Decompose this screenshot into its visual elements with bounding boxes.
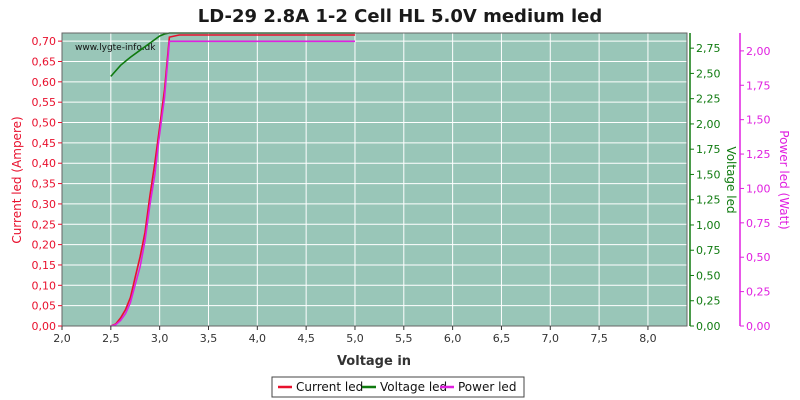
x-tick-label: 3,5 [200, 332, 218, 345]
voltage-tick-label: 1,50 [696, 168, 721, 181]
current-tick-label: 0,40 [32, 157, 57, 170]
voltage-tick-label: 2,75 [696, 42, 721, 55]
power-tick-label: 1,50 [746, 114, 771, 127]
legend-label: Power led [458, 380, 516, 394]
current-tick-label: 0,50 [32, 117, 57, 130]
x-tick-label: 8,0 [639, 332, 657, 345]
current-tick-label: 0,00 [32, 320, 57, 333]
watermark: www.lygte-info.dk [75, 43, 156, 53]
x-axis-label: Voltage in [337, 354, 411, 369]
power-tick-label: 0,75 [746, 217, 771, 230]
x-tick-label: 5,0 [346, 332, 364, 345]
current-tick-label: 0,65 [32, 55, 57, 68]
legend-box [271, 376, 525, 398]
current-axis-label: Current led (Ampere) [10, 116, 24, 243]
voltage-tick-label: 0,75 [696, 244, 721, 257]
current-tick-label: 0,60 [32, 76, 57, 89]
current-tick-label: 0,35 [32, 178, 57, 191]
current-tick-label: 0,20 [32, 239, 57, 252]
current-tick-label: 0,30 [32, 198, 57, 211]
voltage-tick-label: 0,00 [696, 320, 721, 333]
power-tick-label: 0,25 [746, 286, 771, 299]
series-line-current-led [110, 34, 355, 327]
power-tick-label: 1,75 [746, 79, 771, 92]
power-tick-label: 1,00 [746, 182, 771, 195]
current-tick-label: 0,10 [32, 279, 57, 292]
voltage-tick-label: 0,25 [696, 295, 721, 308]
voltage-axis-label: Voltage led [724, 146, 738, 213]
legend-label: Voltage led [380, 380, 447, 394]
x-tick-label: 7,0 [542, 332, 560, 345]
voltage-tick-label: 0,50 [696, 269, 721, 282]
x-tick-label: 6,5 [493, 332, 511, 345]
voltage-tick-label: 1,00 [696, 219, 721, 232]
legend: Current led Voltage led Power led [271, 376, 525, 398]
voltage-tick-label: 1,25 [696, 194, 721, 207]
power-tick-label: 2,00 [746, 45, 771, 58]
current-tick-label: 0,55 [32, 96, 57, 109]
chart-title: LD-29 2.8A 1-2 Cell HL 5.0V medium led [198, 6, 602, 27]
x-tick-label: 7,5 [590, 332, 608, 345]
x-tick-label: 5,5 [395, 332, 413, 345]
power-tick-label: 0,50 [746, 251, 771, 264]
plot-area [62, 33, 687, 326]
x-tick-label: 2,5 [102, 332, 120, 345]
plot-frame [61, 32, 688, 327]
axes-layer: 2,0 2,5 3,0 3,5 4,0 4,5 5,0 5,5 6,0 6,5 7,0 7,5 8,0 0… [10, 32, 791, 345]
x-tick-label: 4,0 [249, 332, 267, 345]
x-tick-label: 6,0 [444, 332, 462, 345]
power-tick-label: 1,25 [746, 148, 771, 161]
power-tick-label: 0,00 [746, 320, 771, 333]
voltage-tick-label: 2,00 [696, 118, 721, 131]
legend-label: Current led [296, 380, 363, 394]
current-tick-label: 0,45 [32, 137, 57, 150]
power-axis-label: Power led (Watt) [777, 130, 791, 229]
current-tick-label: 0,25 [32, 218, 57, 231]
current-tick-label: 0,15 [32, 259, 57, 272]
current-tick-label: 0,70 [32, 35, 57, 48]
x-tick-label: 2,0 [53, 332, 71, 345]
current-tick-label: 0,05 [32, 300, 57, 313]
voltage-tick-label: 1,75 [696, 143, 721, 156]
voltage-tick-label: 2,25 [696, 93, 721, 106]
voltage-tick-label: 2,50 [696, 67, 721, 80]
x-tick-label: 4,5 [297, 332, 315, 345]
x-tick-label: 3,0 [151, 332, 169, 345]
series-line-power-led [110, 40, 355, 327]
